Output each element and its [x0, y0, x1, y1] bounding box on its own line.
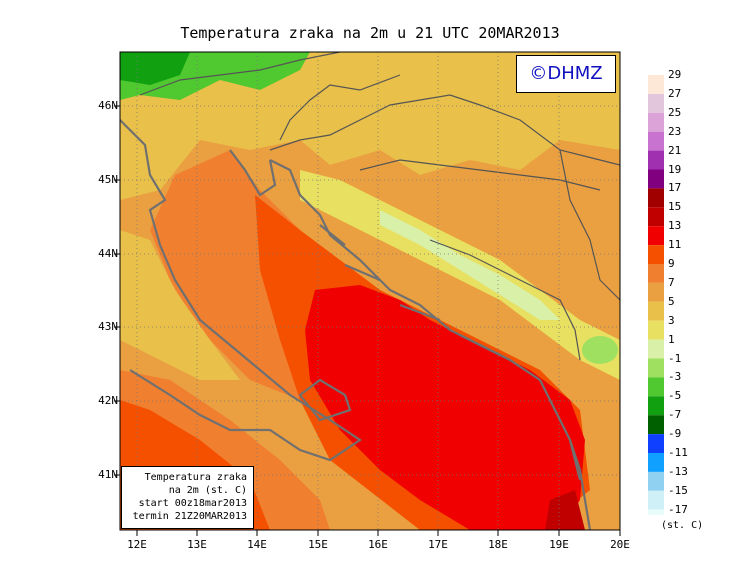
colorbar-label: 11: [668, 238, 682, 252]
field-yellow-north: [120, 52, 620, 200]
colorbar-label: 7: [668, 275, 675, 289]
colorbar-label: -3: [668, 370, 682, 384]
lon-label: 13E: [187, 538, 207, 551]
info-line: Temperatura zraka: [144, 472, 247, 483]
colorbar: [648, 75, 664, 515]
field-dinaric-light: [380, 210, 560, 320]
lat-label: 44N: [98, 247, 118, 260]
colorbar-label: -11: [668, 446, 688, 459]
colorbar-label: 1: [668, 332, 675, 346]
colorbar-label: -9: [668, 427, 682, 441]
units-label: (st. C): [661, 520, 704, 531]
colorbar-label: 21: [668, 143, 682, 157]
colorbar-label: -13: [668, 464, 688, 478]
colorbar-swatch: [648, 301, 664, 321]
colorbar-label: 17: [668, 181, 682, 195]
colorbar-swatch: [648, 509, 664, 515]
colorbar-swatch: [648, 93, 664, 113]
colorbar-swatch: [648, 169, 664, 189]
field-alps-dark: [120, 52, 190, 85]
colorbar-swatch: [648, 453, 664, 472]
coastline-islands: [319, 224, 501, 356]
coastline-italy: [120, 119, 362, 462]
colorbar-label: 25: [668, 105, 682, 119]
info-line: termin 21Z20MAR2013: [132, 511, 247, 522]
lon-label: 20E: [610, 538, 630, 551]
lat-label: 43N: [98, 320, 118, 333]
border-serbia: [559, 149, 620, 301]
colorbar-label: 19: [668, 162, 682, 176]
colorbar-swatch: [648, 434, 664, 453]
colorbar-swatch: [648, 282, 664, 302]
coastline-istria: [229, 149, 277, 197]
lat-label: 42N: [98, 394, 118, 407]
colorbar-label: 29: [668, 68, 682, 81]
border-croatia-north: [269, 94, 620, 166]
field-italy: [120, 230, 240, 380]
lon-label: 14E: [247, 538, 267, 551]
info-line: start 00z18mar2013: [138, 498, 247, 509]
colorbar-label: 27: [668, 86, 682, 100]
info-line: na 2m (st. C): [168, 485, 247, 496]
lon-label: 16E: [368, 538, 388, 551]
colorbar-swatch: [648, 264, 664, 283]
colorbar-swatch: [648, 320, 664, 340]
info-box: Temperatura zraka na 2m (st. C) start 00…: [121, 466, 254, 529]
lat-label: 46N: [98, 99, 118, 112]
colorbar-label: 3: [668, 313, 675, 327]
colorbar-swatch: [648, 415, 664, 435]
colorbar-swatch: [648, 358, 664, 378]
coastline-albania: [568, 439, 592, 530]
colorbar-swatch: [648, 226, 664, 246]
colorbar-swatch: [648, 245, 664, 264]
lon-label: 19E: [549, 538, 569, 551]
colorbar-swatch: [648, 188, 664, 208]
lon-label: 12E: [127, 538, 147, 551]
border-bosnia-south: [429, 239, 581, 361]
field-east-cold: [582, 336, 618, 364]
map-frame: [119, 51, 621, 531]
coastline-croatia: [269, 159, 582, 481]
colorbar-label: -1: [668, 351, 682, 365]
colorbar-label: -15: [668, 483, 688, 497]
dhmz-logo: ©DHMZ: [516, 55, 616, 93]
colorbar-swatch: [648, 396, 664, 416]
colorbar-label: -5: [668, 389, 682, 403]
colorbar-label: -17: [668, 502, 688, 516]
border-slovenia: [279, 74, 401, 141]
colorbar-swatch: [648, 150, 664, 170]
lon-label: 18E: [488, 538, 508, 551]
field-hot-spot: [545, 490, 585, 530]
border-alps: [139, 52, 341, 96]
colorbar-swatch: [648, 339, 664, 359]
colorbar-swatch: [648, 112, 664, 132]
colorbar-swatch: [648, 207, 664, 227]
colorbar-label: 13: [668, 219, 682, 233]
colorbar-swatch: [648, 471, 664, 491]
field-adriatic-south: [305, 285, 585, 530]
lon-label: 17E: [428, 538, 448, 551]
colorbar-swatch: [648, 75, 664, 94]
colorbar-swatch: [648, 131, 664, 151]
colorbar-label: 9: [668, 257, 675, 270]
colorbar-label: 15: [668, 200, 682, 214]
colorbar-label: -7: [668, 408, 682, 422]
lon-label: 15E: [308, 538, 328, 551]
map-title: Temperatura zraka na 2m u 21 UTC 20MAR20…: [180, 24, 560, 42]
colorbar-label: 5: [668, 294, 675, 308]
lat-label: 41N: [98, 468, 118, 481]
colorbar-swatch: [648, 377, 664, 397]
colorbar-label: 23: [668, 124, 682, 138]
lat-label: 45N: [98, 173, 118, 186]
colorbar-swatch: [648, 490, 664, 510]
coastline-gargano: [298, 378, 352, 422]
